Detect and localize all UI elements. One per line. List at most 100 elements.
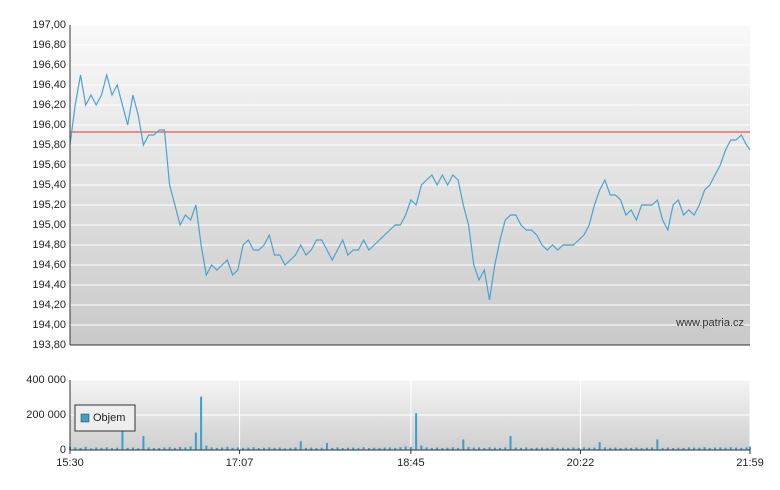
y-tick-label: 200 000 xyxy=(26,409,66,421)
volume-bar xyxy=(158,448,161,450)
volume-bar xyxy=(514,447,517,450)
volume-bar xyxy=(561,447,564,450)
volume-bar xyxy=(325,443,328,450)
volume-bar xyxy=(100,447,103,450)
volume-bar xyxy=(399,447,402,450)
volume-bar xyxy=(320,447,323,450)
volume-bar xyxy=(226,446,229,450)
volume-bar xyxy=(693,447,696,450)
volume-bar xyxy=(661,447,664,450)
volume-bar xyxy=(142,436,145,450)
volume-bar xyxy=(749,446,751,450)
volume-bar xyxy=(304,447,307,450)
volume-bar xyxy=(310,447,313,450)
volume-bar xyxy=(84,446,87,450)
volume-bar xyxy=(231,447,234,450)
legend-label: Objem xyxy=(93,412,125,424)
y-tick-label: 196,20 xyxy=(32,99,66,111)
volume-bar xyxy=(215,447,218,450)
volume-bar xyxy=(472,447,475,450)
volume-bar xyxy=(74,447,77,450)
x-tick-label: 17:07 xyxy=(226,457,254,469)
volume-bar xyxy=(509,436,512,450)
y-tick-label: 194,20 xyxy=(32,299,66,311)
volume-bar xyxy=(420,445,423,450)
volume-bar xyxy=(645,447,648,450)
volume-bar xyxy=(530,448,533,450)
volume-bar xyxy=(745,447,748,450)
volume-bar xyxy=(299,441,302,450)
volume-bar xyxy=(436,447,439,450)
volume-bar xyxy=(535,447,538,450)
volume-bar xyxy=(184,447,187,450)
y-tick-label: 194,80 xyxy=(32,239,66,251)
volume-bar xyxy=(588,447,591,450)
volume-bar xyxy=(378,447,381,450)
volume-bar xyxy=(179,446,182,450)
x-tick-label: 18:45 xyxy=(397,457,425,469)
volume-bar xyxy=(651,447,654,450)
volume-bar xyxy=(331,447,334,450)
volume-bar xyxy=(619,448,622,450)
volume-bar xyxy=(352,447,355,450)
volume-bar xyxy=(614,447,617,450)
volume-bar xyxy=(624,447,627,450)
volume-bar xyxy=(257,448,260,450)
volume-bar xyxy=(89,448,92,450)
volume-bar xyxy=(194,432,197,450)
volume-bar xyxy=(121,429,124,450)
volume-bar xyxy=(430,447,433,450)
volume-bar xyxy=(593,447,596,450)
volume-bar xyxy=(131,447,134,450)
volume-bar xyxy=(499,447,502,450)
volume-bar xyxy=(200,396,203,450)
volume-bar xyxy=(425,447,428,450)
volume-bar xyxy=(493,447,496,450)
y-tick-label: 400 000 xyxy=(26,374,66,386)
volume-bar xyxy=(394,447,397,450)
volume-bar xyxy=(362,447,365,450)
volume-bar xyxy=(740,447,743,450)
volume-bar xyxy=(687,447,690,450)
y-tick-label: 195,00 xyxy=(32,219,66,231)
y-tick-label: 194,60 xyxy=(32,259,66,271)
volume-bar xyxy=(703,447,706,450)
y-tick-label: 195,40 xyxy=(32,179,66,191)
volume-bar xyxy=(630,447,633,450)
volume-bar xyxy=(147,447,150,450)
volume-bar xyxy=(682,447,685,450)
volume-bar xyxy=(247,447,250,450)
volume-bar xyxy=(95,447,98,450)
volume-bar xyxy=(708,447,711,450)
volume-bar xyxy=(221,447,224,450)
volume-bar xyxy=(163,447,166,450)
x-tick-label: 21:59 xyxy=(736,457,764,469)
volume-bar xyxy=(520,447,523,450)
volume-bar xyxy=(116,447,119,450)
volume-bar xyxy=(189,446,192,450)
volume-bar xyxy=(525,447,528,450)
volume-bar xyxy=(577,447,580,450)
y-tick-label: 193,80 xyxy=(32,339,66,351)
volume-bar xyxy=(236,447,239,450)
volume-bar xyxy=(205,445,208,450)
volume-bar xyxy=(383,447,386,450)
volume-bar xyxy=(478,447,481,450)
volume-bar xyxy=(556,448,559,450)
watermark: www.patria.cz xyxy=(675,317,744,329)
volume-bar xyxy=(367,448,370,450)
volume-bar xyxy=(504,447,507,450)
volume-bar xyxy=(540,447,543,450)
volume-bar xyxy=(724,447,727,450)
volume-bar xyxy=(315,448,318,450)
volume-bar xyxy=(666,447,669,450)
x-tick-label: 15:30 xyxy=(56,457,84,469)
y-tick-label: 197,00 xyxy=(32,19,66,31)
volume-bar xyxy=(441,448,444,450)
volume-bar xyxy=(729,447,732,450)
volume-bar xyxy=(110,448,113,450)
volume-bar xyxy=(483,447,486,450)
volume-bar xyxy=(346,447,349,450)
volume-bar xyxy=(598,442,601,450)
volume-bar xyxy=(341,448,344,450)
